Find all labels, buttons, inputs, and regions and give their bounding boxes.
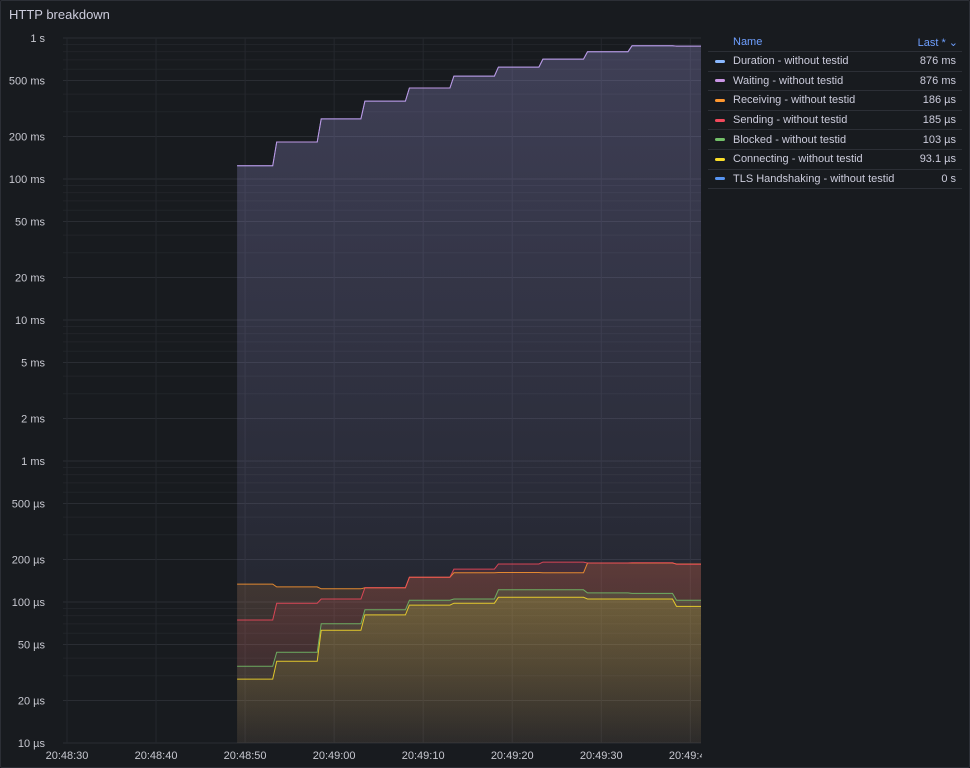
legend-table: Name Last * ⌄ Duration - without testid … bbox=[708, 33, 962, 190]
x-tick-label: 20:48:30 bbox=[46, 750, 89, 762]
y-tick-label: 20 ms bbox=[15, 273, 45, 285]
x-axis: 20:48:30 20:48:40 20:48:50 20:49:00 20:49:10… bbox=[46, 750, 712, 762]
legend-item-label[interactable]: Blocked - without testid bbox=[733, 133, 847, 146]
series-color-swatch-icon bbox=[715, 59, 725, 63]
x-tick-label: 20:49:20 bbox=[491, 750, 534, 762]
legend-name-header[interactable]: Name bbox=[733, 36, 763, 48]
y-tick-label: 100 ms bbox=[9, 174, 46, 186]
x-tick-label: 20:49:00 bbox=[313, 750, 356, 762]
y-tick-label: 200 µs bbox=[12, 555, 46, 567]
y-tick-label: 20 µs bbox=[18, 696, 46, 708]
series-color-swatch-icon bbox=[715, 118, 725, 122]
y-tick-label: 100 µs bbox=[12, 597, 46, 609]
y-tick-label: 10 ms bbox=[15, 315, 45, 327]
legend-item-last-value: 103 µs bbox=[922, 133, 956, 146]
series-color-swatch-icon bbox=[715, 98, 725, 102]
legend-item[interactable]: Duration - without testid 876 ms bbox=[708, 52, 962, 72]
legend-item-last-value: 876 ms bbox=[919, 55, 956, 68]
series-line-blocked[interactable] bbox=[237, 589, 701, 667]
legend-item[interactable]: Receiving - without testid 186 µs bbox=[708, 91, 962, 111]
legend-last-header-sort[interactable]: Last * ⌄ bbox=[917, 36, 958, 49]
legend-item-label[interactable]: Connecting - without testid bbox=[733, 153, 863, 166]
legend-item-label[interactable]: Sending - without testid bbox=[733, 114, 848, 127]
legend-item[interactable]: Blocked - without testid 103 µs bbox=[708, 130, 962, 150]
series-color-swatch-icon bbox=[715, 157, 725, 161]
legend-item[interactable]: Connecting - without testid 93.1 µs bbox=[708, 150, 962, 170]
legend-item-label[interactable]: TLS Handshaking - without testid bbox=[733, 172, 895, 185]
legend-item-last-value: 876 ms bbox=[919, 74, 956, 87]
legend-item-label[interactable]: Receiving - without testid bbox=[733, 94, 856, 107]
y-tick-label: 200 ms bbox=[9, 132, 46, 144]
x-tick-label: 20:48:40 bbox=[135, 750, 178, 762]
y-tick-label: 1 ms bbox=[21, 456, 45, 468]
x-tick-label: 20:48:50 bbox=[224, 750, 267, 762]
series-area-5 bbox=[237, 597, 702, 743]
x-tick-label: 20:49:40 bbox=[669, 750, 712, 762]
legend-item[interactable]: TLS Handshaking - without testid 0 s bbox=[708, 170, 962, 190]
series-line-sending[interactable] bbox=[237, 561, 701, 621]
y-tick-label: 5 ms bbox=[21, 357, 45, 369]
legend-item[interactable]: Sending - without testid 185 µs bbox=[708, 111, 962, 131]
series-color-swatch-icon bbox=[715, 177, 725, 181]
legend-item-last-value: 185 µs bbox=[922, 114, 956, 127]
y-tick-label: 1 s bbox=[30, 33, 45, 45]
series-color-swatch-icon bbox=[715, 79, 725, 83]
y-tick-label: 10 µs bbox=[18, 738, 46, 750]
y-tick-label: 2 ms bbox=[21, 414, 45, 426]
series-fills bbox=[237, 45, 702, 744]
x-tick-label: 20:49:10 bbox=[402, 750, 445, 762]
y-tick-label: 500 µs bbox=[12, 498, 46, 510]
y-axis: 1 s 500 ms 200 ms 100 ms 50 ms 20 ms 10 ms 5 ms… bbox=[9, 33, 46, 750]
legend-item-last-value: 0 s bbox=[941, 172, 956, 185]
legend-item-label[interactable]: Waiting - without testid bbox=[733, 74, 844, 87]
series-lines bbox=[237, 45, 701, 680]
series-line-waiting[interactable] bbox=[237, 45, 701, 167]
legend-header: Name Last * ⌄ bbox=[708, 33, 962, 52]
legend-item[interactable]: Waiting - without testid 876 ms bbox=[708, 72, 962, 92]
y-tick-label: 50 µs bbox=[18, 639, 46, 651]
y-tick-label: 50 ms bbox=[15, 216, 45, 228]
panel-title[interactable]: HTTP breakdown bbox=[9, 7, 110, 22]
legend-item-last-value: 93.1 µs bbox=[919, 153, 956, 166]
legend-item-label[interactable]: Duration - without testid bbox=[733, 55, 849, 68]
x-tick-label: 20:49:30 bbox=[580, 750, 623, 762]
y-tick-label: 500 ms bbox=[9, 75, 46, 87]
series-color-swatch-icon bbox=[715, 138, 725, 142]
legend-item-last-value: 186 µs bbox=[922, 94, 956, 107]
series-line-connecting[interactable] bbox=[237, 596, 701, 680]
